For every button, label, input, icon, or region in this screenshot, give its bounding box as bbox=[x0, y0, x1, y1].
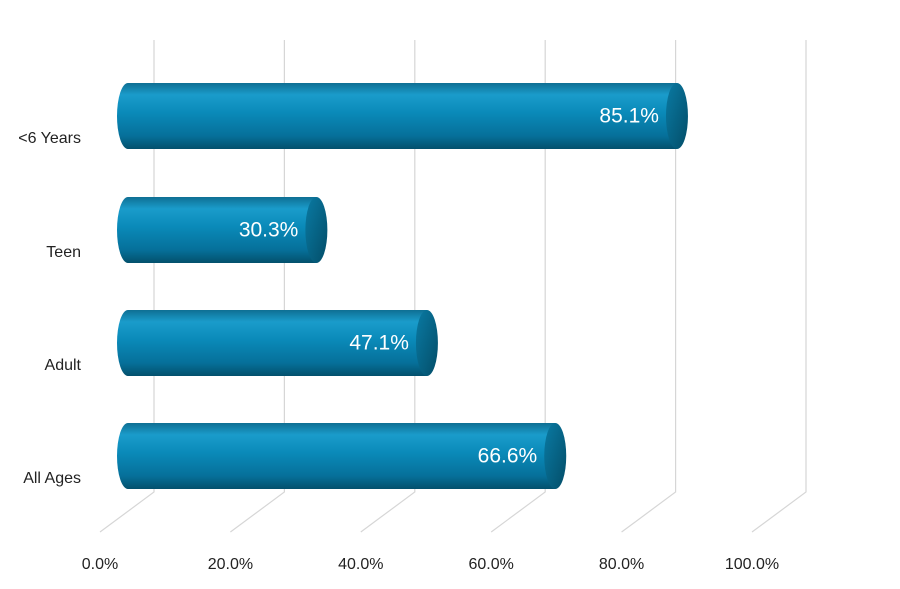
bars: 85.1% 30.3% 47.1% 66.6% bbox=[117, 83, 688, 489]
x-tick-label: 100.0% bbox=[725, 556, 779, 573]
bar-value-label: 47.1% bbox=[349, 332, 409, 355]
gridline bbox=[99, 40, 155, 533]
x-tick-label: 60.0% bbox=[469, 556, 514, 573]
gridline bbox=[621, 40, 677, 533]
bar: 30.3% bbox=[117, 197, 328, 263]
bar-body bbox=[117, 83, 677, 149]
x-tick-label: 80.0% bbox=[599, 556, 644, 573]
bar-body bbox=[117, 423, 556, 489]
gridline bbox=[230, 40, 285, 533]
y-category-label: <6 Years bbox=[18, 130, 81, 147]
y-category-label: All Ages bbox=[23, 470, 81, 487]
x-tick-label: 40.0% bbox=[338, 556, 383, 573]
y-category-label: Teen bbox=[46, 244, 81, 261]
bar-end-cap bbox=[305, 197, 328, 263]
bar: 85.1% bbox=[117, 83, 688, 149]
y-axis-categories: <6 Years Teen Adult All Ages bbox=[18, 130, 81, 487]
bar-end-cap bbox=[544, 423, 567, 489]
bar-value-label: 66.6% bbox=[478, 445, 538, 468]
x-tick-label: 0.0% bbox=[82, 556, 118, 573]
gridline bbox=[360, 40, 416, 533]
bar-body bbox=[117, 197, 317, 263]
bar: 66.6% bbox=[117, 423, 567, 489]
y-category-label: Adult bbox=[45, 357, 82, 374]
bar-value-label: 85.1% bbox=[599, 105, 659, 128]
bar-end-cap bbox=[665, 83, 688, 149]
bar: 47.1% bbox=[117, 310, 438, 376]
bar-value-label: 30.3% bbox=[239, 219, 299, 242]
bar-end-cap bbox=[415, 310, 438, 376]
x-tick-label: 20.0% bbox=[208, 556, 253, 573]
bar-body bbox=[117, 310, 427, 376]
gridline bbox=[751, 40, 807, 533]
x-axis-ticks: 0.0% 20.0% 40.0% 60.0% 80.0% 100.0% bbox=[82, 556, 779, 573]
gridlines bbox=[99, 40, 807, 533]
gridline bbox=[490, 40, 546, 533]
